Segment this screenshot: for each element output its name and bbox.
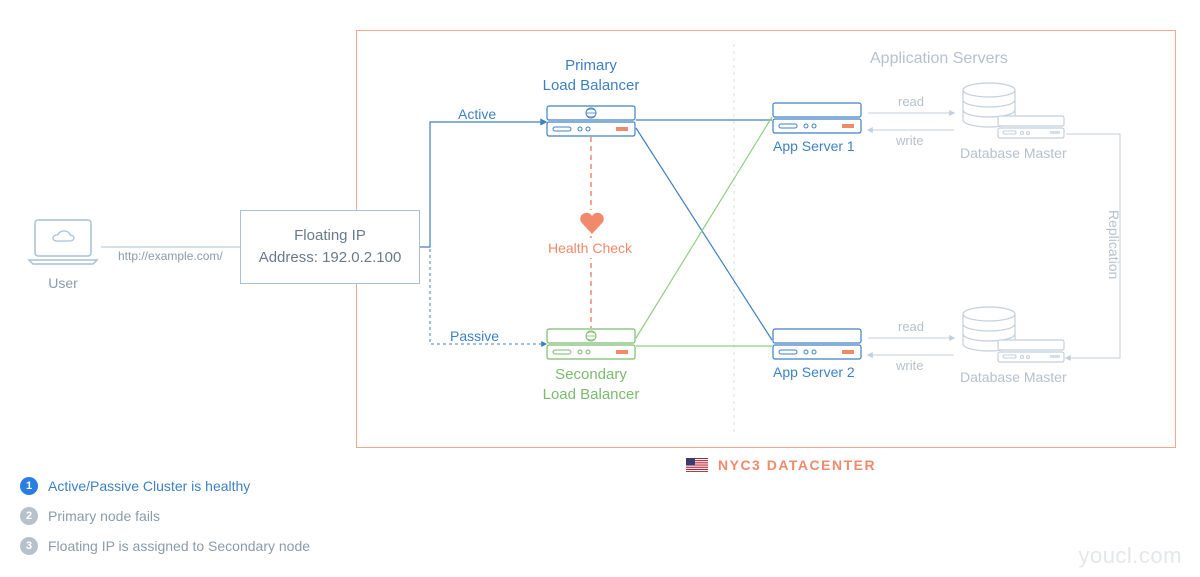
floating-ip-box: Floating IP Address: 192.0.2.100 [240, 210, 420, 284]
user-label: User [25, 275, 101, 291]
db-master-1-label: Database Master [960, 145, 1067, 161]
primary-lb-node [546, 105, 636, 142]
rw-read-2: read [898, 319, 924, 334]
db-master-1-node [960, 82, 1066, 145]
datacenter-label: NYC3 DATACENTER [718, 457, 876, 473]
rw-write-2: write [896, 358, 923, 373]
server-icon [772, 328, 862, 360]
datacenter-badge: NYC3 DATACENTER [686, 457, 876, 473]
diagram-canvas: User http://example.com/ Floating IP Add… [0, 0, 1200, 577]
heart-icon [578, 210, 606, 236]
rw-read-1: read [898, 94, 924, 109]
replication-label: Replication [1106, 210, 1122, 279]
legend-num-2: 2 [20, 507, 38, 525]
secondary-lb-title: SecondaryLoad Balancer [519, 365, 663, 404]
fip-line2: Address: 192.0.2.100 [259, 247, 402, 270]
status-active: Active [458, 106, 496, 122]
user-node: User [25, 216, 101, 291]
health-check-icon [578, 210, 606, 241]
app-server-2-node [772, 328, 862, 365]
app-section-title: Application Servers [870, 50, 1008, 68]
database-icon [960, 82, 1066, 140]
database-icon [960, 306, 1066, 364]
legend-text-3: Floating IP is assigned to Secondary nod… [48, 538, 310, 554]
legend-item-1: 1 Active/Passive Cluster is healthy [20, 477, 310, 495]
fip-line1: Floating IP [294, 225, 366, 248]
server-icon [546, 105, 636, 137]
status-passive: Passive [450, 328, 499, 344]
legend: 1 Active/Passive Cluster is healthy 2 Pr… [20, 477, 310, 555]
db-master-2-label: Database Master [960, 369, 1067, 385]
laptop-icon [25, 216, 101, 266]
health-check-label: Health Check [548, 238, 632, 258]
legend-item-3: 3 Floating IP is assigned to Secondary n… [20, 537, 310, 555]
rw-write-1: write [896, 133, 923, 148]
primary-lb-title: PrimaryLoad Balancer [519, 56, 663, 95]
app-server-1-node [772, 102, 862, 139]
watermark: youcl.com [1078, 543, 1182, 569]
app-server-1-label: App Server 1 [773, 138, 855, 154]
user-url: http://example.com/ [118, 249, 223, 263]
server-icon [546, 328, 636, 360]
app-server-2-label: App Server 2 [773, 364, 855, 380]
legend-text-1: Active/Passive Cluster is healthy [48, 478, 250, 494]
legend-num-1: 1 [20, 477, 38, 495]
db-master-2-node [960, 306, 1066, 369]
us-flag-icon [686, 458, 708, 472]
legend-num-3: 3 [20, 537, 38, 555]
legend-item-2: 2 Primary node fails [20, 507, 310, 525]
secondary-lb-node [546, 328, 636, 365]
server-icon [772, 102, 862, 134]
legend-text-2: Primary node fails [48, 508, 160, 524]
